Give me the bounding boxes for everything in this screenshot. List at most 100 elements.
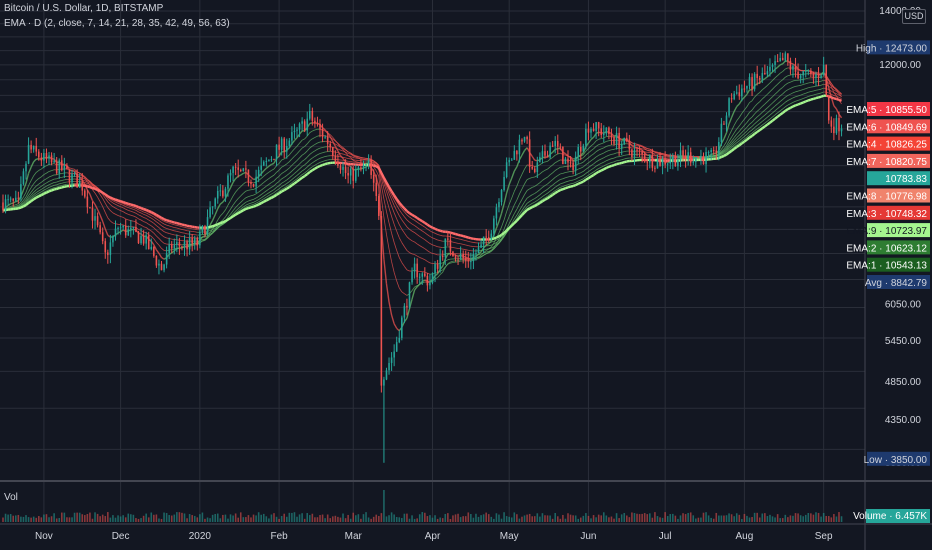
ema-21-segment (97, 190, 101, 195)
ema-35-segment (294, 166, 298, 169)
ema-49-segment (396, 205, 400, 210)
ema-63-segment (174, 221, 178, 225)
ema-35-segment (89, 181, 93, 185)
candle (582, 145, 585, 152)
volume-bar (523, 515, 526, 522)
volume-bar (835, 516, 838, 522)
ema-63-segment (403, 207, 408, 212)
volume-bar (107, 512, 109, 522)
ema-35-segment (764, 107, 768, 111)
ema-35-segment (342, 150, 346, 153)
ema-42-segment (260, 195, 264, 199)
volume-bar (352, 512, 355, 522)
ema-49-segment (601, 161, 604, 164)
ema-21-segment (547, 166, 551, 170)
ema-56-segment (156, 216, 160, 219)
volume-bar (661, 517, 664, 522)
candle (288, 140, 291, 147)
ema-42-segment (554, 180, 558, 184)
candle (84, 190, 86, 197)
volume-bar (35, 517, 38, 522)
ema-35-segment (396, 218, 400, 225)
candle (692, 161, 695, 163)
volume-bar (357, 514, 360, 522)
volume-bar (232, 515, 234, 522)
volume-bar (533, 516, 536, 522)
ema-14-segment (30, 175, 35, 181)
volume-bar (378, 515, 380, 522)
ema-35-segment (792, 85, 796, 88)
ema-21-segment (289, 158, 293, 162)
ema-63-segment (598, 169, 602, 173)
candle (53, 160, 55, 163)
candle (730, 98, 733, 100)
candle (273, 159, 275, 161)
ema-42-segment (767, 110, 771, 114)
volume-bar (68, 517, 71, 522)
ema-35-segment (312, 150, 316, 153)
ema-axis-label-EMA-5-text: EMA:5 · 10855.50 (846, 105, 927, 116)
candle (160, 263, 163, 271)
ema-63-segment (43, 191, 47, 195)
ema-21-segment (278, 166, 282, 171)
ema-7-segment (155, 249, 160, 254)
indicator-title[interactable]: EMA · D (2, close, 7, 14, 21, 28, 35, 42… (4, 18, 230, 29)
ema-28-segment (427, 261, 431, 264)
ema-63-segment (102, 191, 106, 196)
currency-button[interactable]: USD (902, 9, 926, 24)
ema-42-segment (373, 160, 377, 164)
ema-35-segment (207, 233, 211, 237)
ema-56-segment (787, 103, 791, 106)
candle (385, 370, 388, 380)
ema-49-segment (179, 228, 183, 230)
ema-42-segment (741, 133, 745, 137)
ema-49-segment (803, 92, 806, 95)
ema-28-segment (207, 235, 211, 238)
candle (705, 152, 707, 165)
ema-14-segment (92, 189, 96, 194)
ema-28-segment (398, 237, 403, 243)
candle (99, 225, 101, 233)
ema-56-segment (64, 183, 67, 186)
candle (303, 121, 306, 131)
ema-14-segment (785, 67, 789, 70)
ema-56-segment (772, 114, 776, 118)
ema-63-segment (33, 196, 37, 201)
ema-56-segment (572, 182, 576, 184)
ema-21-segment (764, 93, 768, 97)
candle (500, 189, 503, 203)
ema-14-segment (271, 168, 275, 171)
ema-63-segment (314, 166, 319, 170)
candle (257, 169, 260, 177)
ema-63-segment (298, 176, 303, 181)
volume-bar (554, 512, 557, 522)
ema-14-segment (230, 195, 234, 201)
ema-49-segment (557, 183, 561, 186)
ema-56-segment (803, 97, 806, 99)
ema-42-segment (808, 86, 811, 89)
ema-35-segment (749, 121, 753, 125)
ema-35-segment (741, 129, 745, 133)
ema-49-segment (30, 196, 34, 200)
ema-21-segment (33, 180, 37, 184)
ema-7-segment (158, 252, 163, 258)
ema-35-segment (268, 187, 272, 190)
ema-63-segment (802, 100, 807, 104)
candle (193, 238, 196, 244)
ema-49-segment (350, 158, 354, 161)
ema-14-segment (161, 248, 165, 251)
ema-35-segment (209, 232, 213, 235)
ema-35-segment (419, 245, 423, 248)
candle (830, 120, 833, 127)
ema-35-segment (429, 251, 433, 254)
ema-14-segment (260, 175, 265, 179)
ema-42-segment (578, 172, 581, 175)
ema-49-segment (728, 147, 732, 150)
ema-63-segment (160, 216, 165, 221)
ema-42-segment (51, 182, 55, 185)
ema-49-segment (401, 213, 405, 217)
ema-56-segment (608, 162, 612, 164)
